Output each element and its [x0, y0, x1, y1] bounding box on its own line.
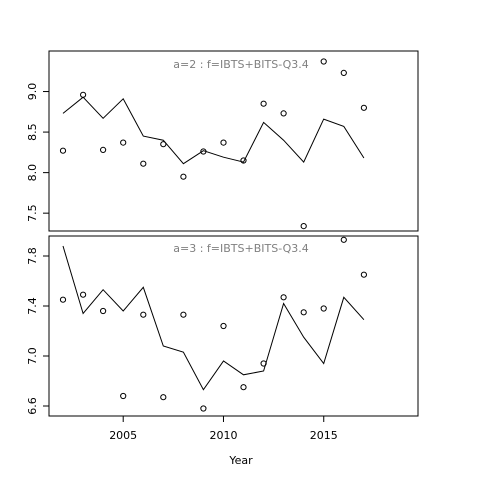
top-panel-observed-point: [320, 58, 327, 65]
x-tick-label: 2005: [109, 429, 137, 442]
bottom-panel-y-axis: 6.6 7.0 7.4 7.8: [26, 247, 49, 415]
bottom-panel-observed-point: [100, 307, 107, 315]
top-panel-observed-point: [160, 141, 167, 148]
x-tick-label: 2015: [310, 429, 338, 442]
bottom-panel-observed-point: [360, 271, 367, 278]
top-panel-observed-point: [340, 69, 347, 77]
top-panel-observed-point: [220, 139, 227, 146]
bottom-panel-observed-point: [80, 291, 87, 298]
bottom-panel-marks: [59, 236, 367, 412]
top-panel-fitted-line: [62, 96, 365, 165]
top-panel-y-tick-label: 7.5: [26, 204, 39, 222]
bottom-panel-y-tick-label: 6.6: [26, 397, 39, 415]
bottom-panel-frame: [48, 235, 419, 417]
top-panel-y-axis: 7.5 8.0 8.5 9.0: [26, 83, 49, 222]
bottom-panel-y-tick-label: 7.4: [26, 297, 39, 315]
x-axis: 2005 2010 2015: [109, 416, 338, 442]
top-panel-observed-point: [180, 173, 187, 180]
bottom-panel-observed-point: [59, 296, 67, 303]
top-panel-observed-point: [59, 147, 67, 154]
bottom-panel-observed-point: [200, 405, 207, 412]
bottom-panel-fitted-line: [62, 245, 365, 391]
top-panel-observed-point: [360, 104, 367, 111]
bottom-panel-y-tick-label: 7.8: [26, 247, 39, 265]
bottom-panel-observed-point: [220, 322, 227, 330]
bottom-panel-observed-point: [160, 394, 167, 401]
bottom-panel-observed-point: [300, 309, 307, 316]
bottom-panel-y-tick-label: 7.0: [26, 347, 39, 365]
top-panel-y-tick-label: 8.0: [26, 164, 39, 182]
top-panel-marks: [59, 58, 367, 230]
top-panel-observed-point: [100, 146, 107, 153]
top-panel: a=2 : f=IBTS+BITS-Q3.4 7.5 8.0 8.5 9.0: [26, 50, 419, 232]
top-panel-y-tick-label: 9.0: [26, 83, 39, 101]
bottom-panel-observed-point: [180, 311, 187, 318]
top-panel-observed-point: [260, 100, 267, 107]
top-panel-y-tick-label: 8.5: [26, 123, 39, 141]
bottom-panel: a=3 : f=IBTS+BITS-Q3.4 6.6 7.0 7.4 7.8: [26, 235, 419, 417]
bottom-panel-title: a=3 : f=IBTS+BITS-Q3.4: [173, 242, 308, 255]
bottom-panel-observed-point: [120, 392, 127, 400]
top-panel-observed-point: [120, 139, 127, 146]
bottom-panel-observed-point: [140, 311, 147, 318]
bottom-panel-observed-point: [340, 236, 347, 243]
bottom-panel-observed-point: [280, 294, 287, 301]
bottom-panel-observed-point: [320, 305, 327, 312]
top-panel-observed-point: [240, 157, 247, 164]
bottom-panel-observed-point: [240, 384, 247, 391]
top-panel-observed-point: [300, 223, 307, 230]
top-panel-observed-point: [280, 110, 287, 117]
top-panel-observed-point: [140, 160, 147, 167]
top-panel-title: a=2 : f=IBTS+BITS-Q3.4: [173, 58, 308, 71]
top-panel-frame: [48, 50, 419, 232]
x-tick-label: 2010: [209, 429, 237, 442]
x-axis-title: Year: [228, 454, 253, 467]
